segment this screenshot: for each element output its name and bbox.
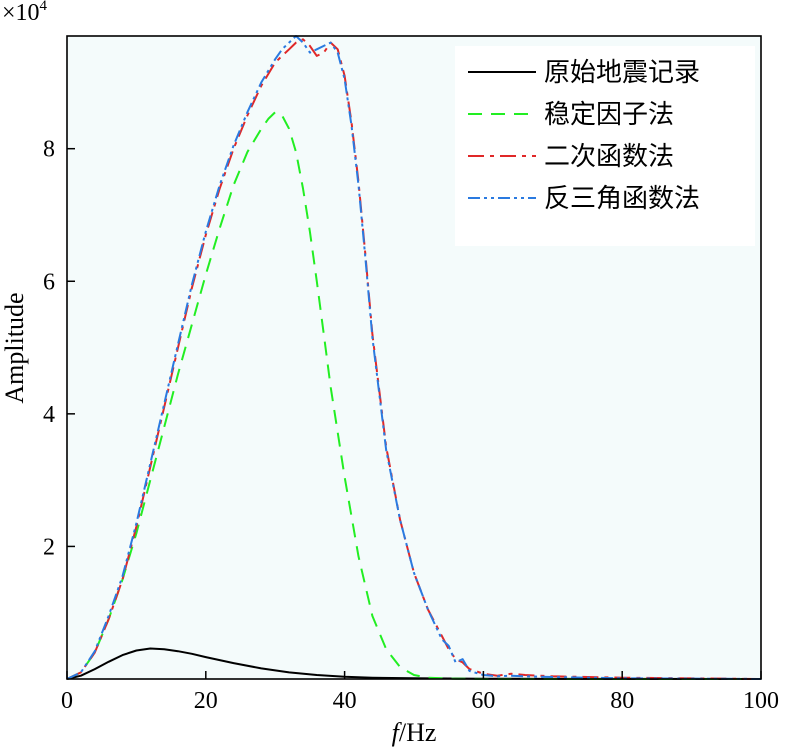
legend-background [455, 46, 755, 246]
x-tick-label: 80 [610, 688, 634, 714]
x-tick-label: 0 [61, 688, 73, 714]
legend-label-4: 反三角函数法 [544, 184, 700, 213]
x-tick-label: 60 [471, 688, 495, 714]
y-multiplier: ×104 [2, 0, 48, 26]
x-tick-label: 40 [333, 688, 357, 714]
y-tick-label: 4 [43, 402, 55, 428]
y-multiplier-exp: 4 [40, 0, 48, 14]
x-axis-label-unit: /Hz [399, 718, 437, 747]
legend-label-2: 稳定因子法 [544, 100, 674, 129]
x-tick-label: 100 [743, 688, 779, 714]
series-line-2 [66, 111, 761, 680]
y-multiplier-base: ×10 [2, 0, 40, 26]
x-axis-label: f/Hz [392, 718, 437, 747]
y-tick-label: 2 [43, 534, 55, 560]
y-tick-label: 6 [43, 269, 55, 295]
legend-label-1: 原始地震记录 [544, 58, 700, 87]
x-axis-label-italic: f [392, 718, 403, 747]
y-axis-label: Amplitude [0, 292, 29, 403]
legend-label-3: 二次函数法 [544, 142, 674, 171]
plot-frame [66, 35, 762, 680]
x-tick-label: 20 [194, 688, 218, 714]
y-tick-label: 8 [43, 137, 55, 163]
series-line-4 [66, 35, 762, 680]
ticks-layer: 0 20 40 60 80 100 2 4 6 8 [43, 137, 779, 714]
